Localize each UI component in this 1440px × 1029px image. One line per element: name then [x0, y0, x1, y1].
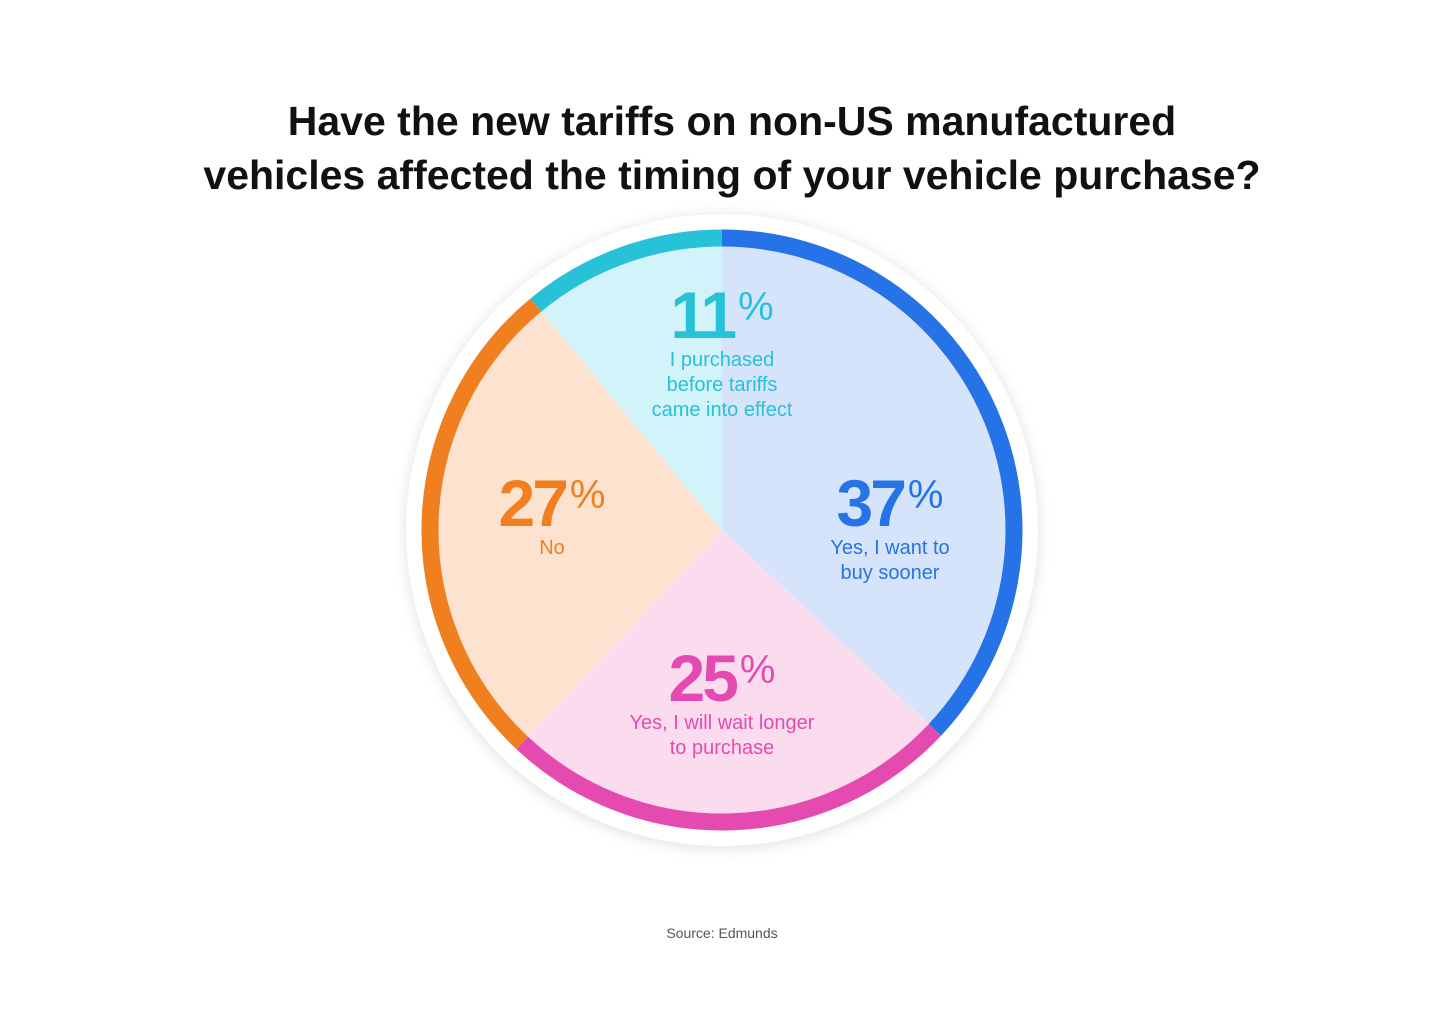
slice-value: 37%	[830, 470, 949, 536]
pie-slice-ring	[516, 724, 942, 831]
slice-label: 25% Yes, I will wait longer to purchase	[630, 645, 815, 761]
slice-category-label: Yes, I will wait longer	[629, 712, 815, 734]
slice-value-number: 11	[670, 278, 737, 352]
percent-sign: %	[738, 285, 774, 329]
slice-category-label: Yes, I want to	[830, 537, 950, 559]
pie-slice	[530, 230, 722, 530]
slice-category-label: buy sooner	[840, 562, 940, 584]
percent-sign: %	[739, 648, 776, 692]
percent-sign: %	[569, 473, 606, 517]
slice-value: 27%	[499, 470, 606, 536]
slice-category-label: to purchase	[669, 737, 775, 759]
chart-title-line-1: Have the new tariffs on non-US manufactu…	[287, 98, 1177, 144]
pie-slice-ring	[421, 298, 542, 750]
slice-category-label: I purchased	[669, 349, 775, 371]
percent-sign: %	[907, 473, 944, 517]
slice-value: 25%	[630, 645, 815, 711]
slice-label: 11% I purchased before tariffs came into ef…	[652, 282, 793, 423]
slice-value-number: 25	[668, 641, 739, 715]
pie-slice	[421, 298, 722, 749]
slice-category-label: No	[539, 537, 565, 559]
slice-label: 27% No	[499, 470, 606, 561]
slice-value: 11%	[652, 282, 793, 348]
slice-value-number: 27	[498, 466, 569, 540]
slice-category-label: before tariffs	[666, 374, 778, 396]
slice-label: 37% Yes, I want to buy sooner	[830, 470, 949, 586]
pie-slice-ring	[530, 229, 723, 312]
pie-slice	[516, 530, 941, 831]
slice-value-number: 37	[836, 466, 907, 540]
slice-category-label: came into effect	[651, 399, 793, 421]
pie-slice-ring	[721, 229, 1023, 736]
chart-title-line-2: vehicles affected the timing of your veh…	[203, 152, 1261, 198]
source-note: Source: Edmunds	[666, 925, 778, 941]
